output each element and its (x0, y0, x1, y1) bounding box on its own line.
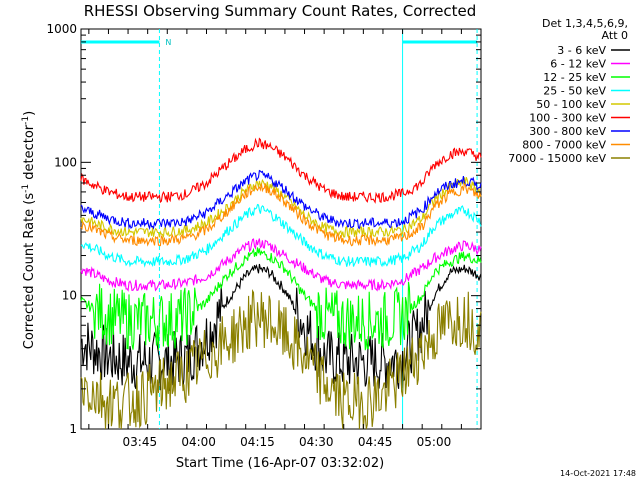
x-tick-label: 04:45 (358, 435, 393, 449)
x-tick-label: 04:30 (299, 435, 334, 449)
y-tick-label: 1 (69, 422, 77, 436)
y-axis-label-sup2: -1 (21, 116, 31, 125)
series-line-7000-15000keV (80, 289, 482, 430)
y-axis-label-mid: detector (22, 124, 37, 184)
timestamp: 14-Oct-2021 17:48 (560, 469, 636, 478)
x-tick-label: 05:00 (417, 435, 452, 449)
x-tick-label: 04:00 (181, 435, 216, 449)
legend-entry-label: 12 - 25 keV (543, 71, 606, 84)
legend-header-attenuator: Att 0 (602, 29, 628, 42)
legend-entry-label: 6 - 12 keV (550, 58, 606, 71)
series-lines (80, 137, 482, 430)
legend-header-detectors: Det 1,3,4,5,6,9, (542, 17, 628, 30)
series-line-800-7000keV (80, 183, 482, 247)
y-axis-label-main: Corrected Count Rate (s (22, 193, 37, 350)
y-axis-label-end: ) (22, 111, 37, 116)
legend-entry-label: 800 - 7000 keV (522, 139, 606, 152)
y-tick-label: 100 (54, 155, 77, 169)
y-axis-label: Corrected Count Rate (s-1 detector-1) (21, 111, 37, 349)
legend-entry-label: 50 - 100 keV (536, 98, 606, 111)
legend-entry-label: 100 - 300 keV (529, 112, 606, 125)
chart-title: RHESSI Observing Summary Count Rates, Co… (84, 2, 477, 20)
x-tick-label: 03:45 (123, 435, 158, 449)
series-line-300-800keV (80, 169, 482, 231)
series-line-50-100keV (80, 177, 482, 239)
series-line-25-50keV (80, 203, 482, 268)
x-tick-label: 04:15 (240, 435, 275, 449)
x-axis-label: Start Time (16-Apr-07 03:32:02) (176, 456, 384, 471)
series-line-6-12keV (80, 238, 482, 292)
series-line-12-25keV (80, 247, 482, 351)
y-axis-label-sup1: -1 (21, 184, 31, 193)
legend-entry-label: 7000 - 15000 keV (508, 152, 606, 165)
y-tick-label: 10 (62, 289, 77, 303)
legend-entry-label: 25 - 50 keV (543, 85, 606, 98)
series-line-100-300keV (80, 137, 482, 204)
y-tick-label: 1000 (46, 22, 77, 36)
legend-entry-label: 300 - 800 keV (529, 125, 606, 138)
axes: 1 10 100 1000 03:45 04:00 04:15 04:30 04:45 05:00 (46, 22, 482, 449)
night-annotation: N (165, 38, 171, 47)
legend-entry-label: 3 - 6 keV (557, 44, 606, 57)
